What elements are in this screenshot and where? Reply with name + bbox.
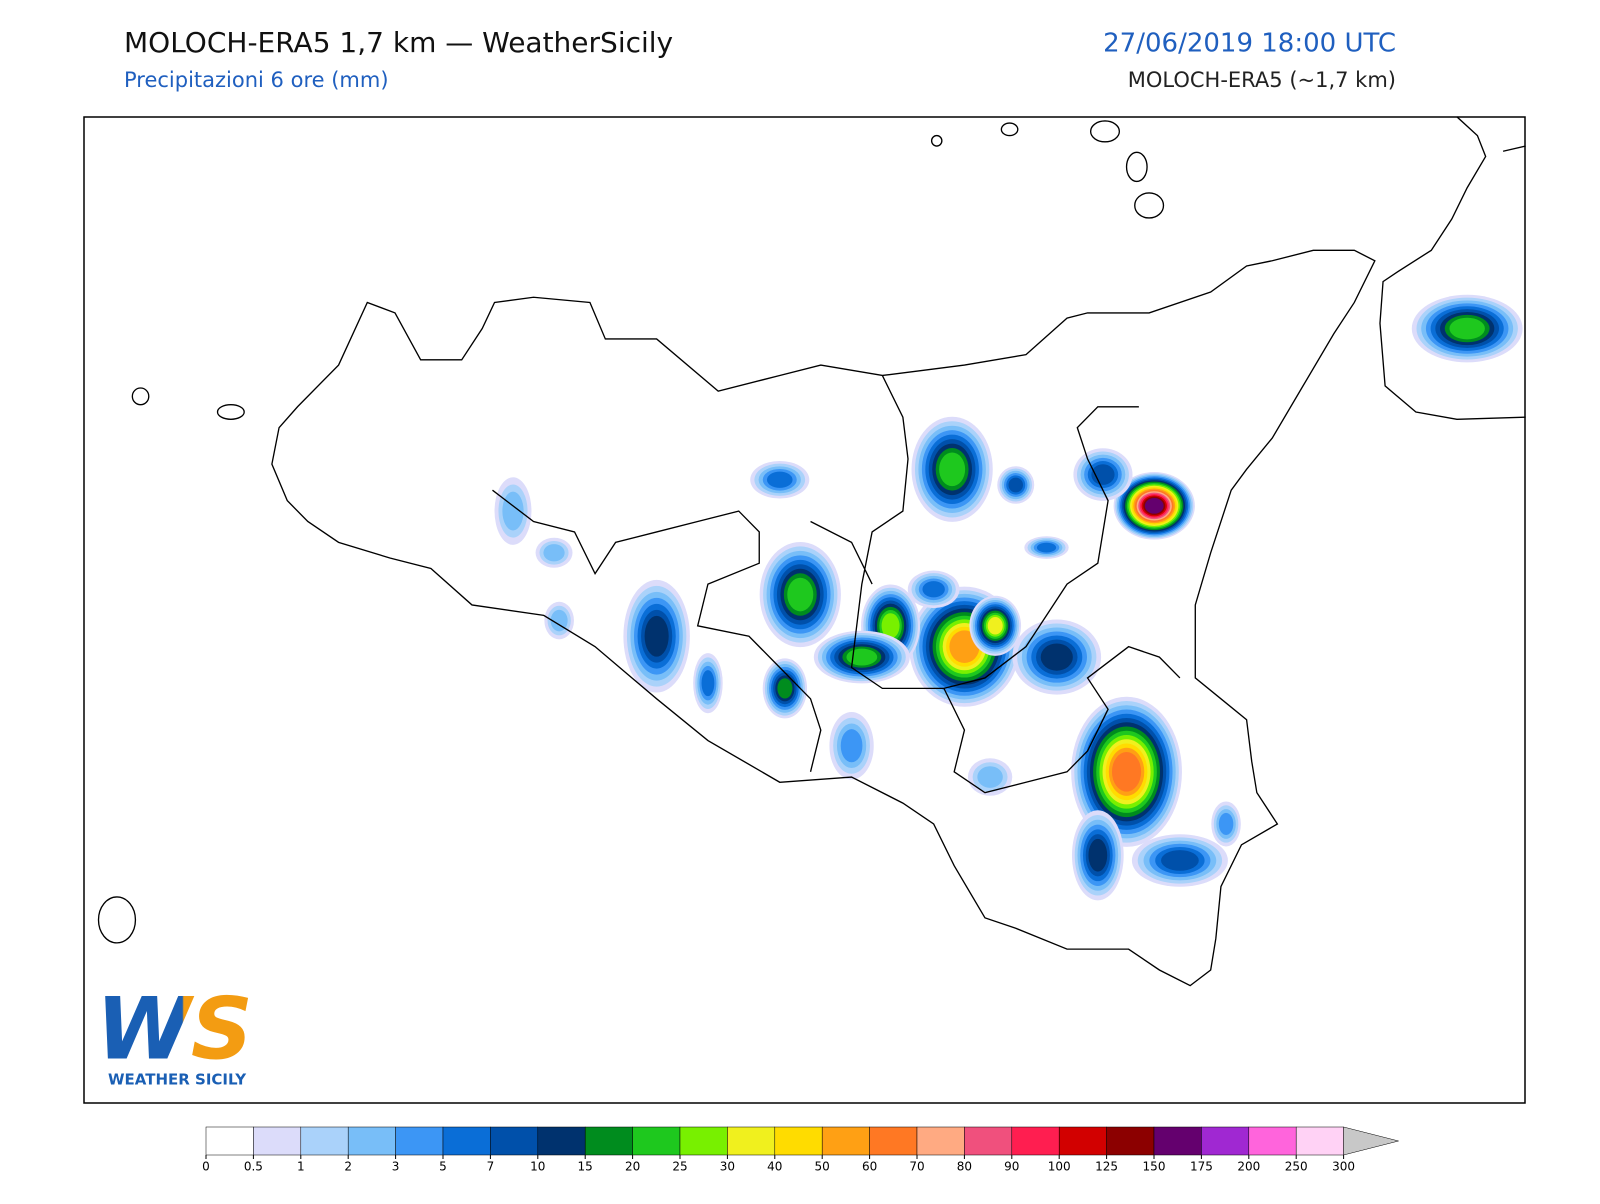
colorbar-tick-label: 90 xyxy=(1004,1160,1019,1174)
model-label: MOLOCH-ERA5 (~1,7 km) xyxy=(1128,68,1396,92)
colorbar-segment xyxy=(395,1126,444,1156)
rain-contour xyxy=(787,577,814,612)
rain-contour xyxy=(987,617,1003,635)
colorbar-segment xyxy=(1106,1126,1155,1156)
rain-contour xyxy=(977,766,1003,788)
colorbar-tick-label: 2 xyxy=(344,1160,352,1174)
rain-contour xyxy=(543,544,565,562)
colorbar-segment xyxy=(727,1126,776,1156)
colorbar-segment xyxy=(442,1126,491,1156)
island xyxy=(1089,120,1121,143)
province-borders xyxy=(492,375,1181,794)
rain-contour xyxy=(1008,477,1023,493)
rain-contour xyxy=(840,729,863,763)
colorbar-tick-label: 3 xyxy=(392,1160,400,1174)
island xyxy=(1125,151,1148,183)
rain-contour xyxy=(550,609,568,632)
rain-contour xyxy=(1144,498,1164,514)
colorbar-segment xyxy=(679,1126,728,1156)
logo-letters: WS xyxy=(96,979,253,1079)
colorbar-segment xyxy=(1248,1126,1297,1156)
colorbar-tick-label: 10 xyxy=(530,1160,545,1174)
colorbar-tick-label: 5 xyxy=(439,1160,447,1174)
rain-contour xyxy=(939,452,966,487)
colorbar-segment xyxy=(1153,1126,1202,1156)
rain-contour xyxy=(1218,812,1234,836)
logo: WS WEATHER SICILY xyxy=(96,979,253,1088)
precipitation xyxy=(494,294,1523,901)
rain-contour xyxy=(881,613,900,639)
colorbar-segment xyxy=(1058,1126,1107,1156)
colorbar-tick-label: 60 xyxy=(862,1160,877,1174)
colorbar-segment xyxy=(300,1126,349,1156)
colorbar-segment xyxy=(205,1126,254,1156)
coastlines xyxy=(97,116,1526,987)
colorbar: 0 0.5 1 2 3 5 7 10 15 20 25 30 40 50 60 70 80 90 100 125 150… xyxy=(202,1126,1399,1174)
colorbar-tick-label: 25 xyxy=(672,1160,687,1174)
colorbar-segment xyxy=(537,1126,586,1156)
calabria xyxy=(1379,116,1526,420)
logo-name: WEATHER SICILY xyxy=(108,1071,247,1089)
colorbar-segment xyxy=(1011,1126,1060,1156)
colorbar-tick-label: 20 xyxy=(625,1160,640,1174)
rain-contour xyxy=(1088,838,1108,872)
rain-contour xyxy=(1040,643,1073,671)
subtitle: Precipitazioni 6 ore (mm) xyxy=(124,68,389,92)
datetime: 27/06/2019 18:00 UTC xyxy=(1103,29,1396,59)
rain-contour xyxy=(1161,850,1199,871)
colorbar-tick-label: 7 xyxy=(487,1160,495,1174)
island xyxy=(216,404,245,420)
colorbar-segment xyxy=(632,1126,681,1156)
colorbar-segment xyxy=(916,1126,965,1156)
island xyxy=(97,896,137,944)
island xyxy=(131,387,150,406)
colorbar-segment xyxy=(774,1126,823,1156)
rain-contour xyxy=(922,581,945,598)
colorbar-segment xyxy=(1201,1126,1250,1156)
colorbar-segment xyxy=(490,1126,539,1156)
colorbar-tick-label: 70 xyxy=(909,1160,924,1174)
rain-contour xyxy=(1111,752,1142,792)
rain-contour xyxy=(1036,542,1057,553)
rain-contour xyxy=(777,678,793,699)
colorbar-tick-label: 40 xyxy=(767,1160,782,1174)
colorbar-tick-label: 0.5 xyxy=(244,1160,263,1174)
island xyxy=(1134,192,1165,219)
colorbar-tick-label: 80 xyxy=(957,1160,972,1174)
colorbar-segment xyxy=(821,1126,870,1156)
rain-contour xyxy=(766,471,793,488)
colorbar-segment xyxy=(1295,1126,1344,1156)
colorbar-tick-label: 15 xyxy=(578,1160,593,1174)
colorbar-tick-label: 50 xyxy=(815,1160,830,1174)
colorbar-tick-label: 150 xyxy=(1143,1160,1166,1174)
calabria-east xyxy=(1502,145,1526,152)
island xyxy=(1000,122,1019,137)
colorbar-tick-label: 300 xyxy=(1332,1160,1355,1174)
title: MOLOCH-ERA5 1,7 km — WeatherSicily xyxy=(124,26,673,59)
colorbar-tick-label: 250 xyxy=(1285,1160,1308,1174)
colorbar-tick-label: 30 xyxy=(720,1160,735,1174)
rain-contour xyxy=(701,670,715,697)
colorbar-segment xyxy=(347,1126,396,1156)
rain-contour xyxy=(846,648,878,666)
colorbar-tick-label: 175 xyxy=(1190,1160,1213,1174)
colorbar-tick-label: 200 xyxy=(1237,1160,1260,1174)
colorbar-segment xyxy=(964,1126,1013,1156)
colorbar-segment xyxy=(869,1126,918,1156)
colorbar-segment xyxy=(584,1126,633,1156)
rain-contour xyxy=(644,615,669,657)
sicily xyxy=(271,249,1376,987)
island xyxy=(930,134,943,147)
colorbar-tick-label: 1 xyxy=(297,1160,305,1174)
colorbar-segment xyxy=(253,1126,302,1156)
colorbar-tick-label: 125 xyxy=(1095,1160,1118,1174)
rain-contour xyxy=(1449,317,1485,340)
colorbar-extension xyxy=(1343,1126,1399,1156)
colorbar-tick-label: 100 xyxy=(1048,1160,1071,1174)
colorbar-tick-label: 0 xyxy=(202,1160,210,1174)
map: WS WEATHER SICILY xyxy=(83,116,1526,1104)
